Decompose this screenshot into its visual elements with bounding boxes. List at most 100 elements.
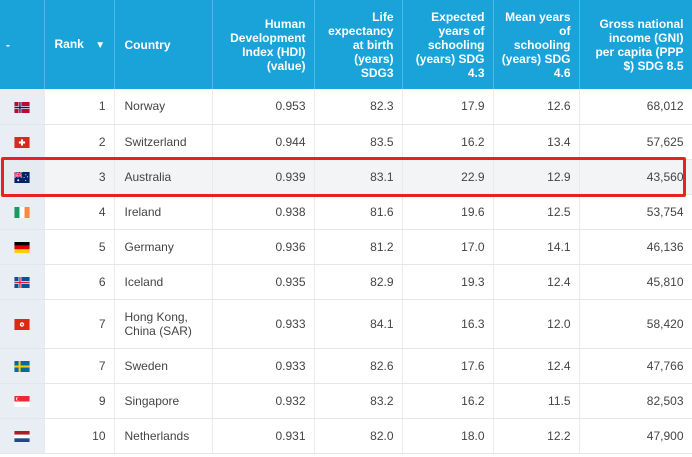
country-cell: Ireland [114, 194, 213, 230]
hdi-cell: 0.932 [212, 383, 315, 419]
hdi-cell: 0.939 [212, 159, 315, 195]
country-cell: Iceland [114, 264, 213, 300]
sort-down-icon[interactable]: ▼ [95, 39, 106, 51]
country-cell: Switzerland [114, 124, 213, 160]
expected-schooling-column-header[interactable]: Expected years of schooling (years) SDG … [402, 0, 494, 89]
ireland-flag-icon [14, 206, 30, 218]
hdi-cell: 0.933 [212, 348, 315, 384]
mean-cell: 12.4 [493, 264, 580, 300]
flag-cell [0, 229, 45, 265]
gni-header-label: $) SDG 8.5 [623, 58, 684, 73]
expected-header-label: schooling [427, 37, 485, 52]
flag-cell [0, 383, 45, 419]
country-cell: Hong Kong, China (SAR) [114, 299, 213, 349]
rank-cell: 10 [44, 418, 115, 454]
expected-cell: 17.0 [402, 229, 494, 265]
hdi-cell: 0.944 [212, 124, 315, 160]
mean-cell: 12.9 [493, 159, 580, 195]
flag-column-header[interactable]: - [0, 0, 45, 89]
table-row[interactable]: 10 Netherlands 0.931 82.0 18.0 12.2 47,9… [0, 418, 692, 454]
table-header-row: - Rank ▼ Country Human Development Index… [0, 0, 692, 89]
gni-cell: 47,900 [579, 418, 692, 454]
mean-cell: 11.5 [493, 383, 580, 419]
table-row[interactable]: 1 Norway 0.953 82.3 17.9 12.6 68,012 [0, 89, 692, 125]
mean-cell: 12.5 [493, 194, 580, 230]
mean-header-label: Mean years [505, 9, 571, 24]
life-cell: 82.9 [314, 264, 403, 300]
mean-cell: 12.4 [493, 348, 580, 384]
life-cell: 83.2 [314, 383, 403, 419]
mean-header-label: of [559, 23, 571, 38]
life-cell: 82.3 [314, 89, 403, 125]
flag-cell [0, 159, 45, 195]
hdi-cell: 0.935 [212, 264, 315, 300]
life-expectancy-column-header[interactable]: Life expectancy at birth (years) SDG3 [314, 0, 403, 89]
life-header-label: at birth [352, 37, 394, 52]
country-column-header[interactable]: Country [114, 0, 213, 89]
expected-header-label: (years) SDG [415, 51, 485, 66]
rank-cell: 4 [44, 194, 115, 230]
life-cell: 81.6 [314, 194, 403, 230]
gni-header-label: income (GNI) [608, 30, 684, 45]
gni-header-label: per capita (PPP [595, 44, 684, 59]
rank-column-header[interactable]: Rank ▼ [44, 0, 115, 89]
expected-cell: 16.2 [402, 383, 494, 419]
rank-cell: 6 [44, 264, 115, 300]
table-row[interactable]: 9 Singapore 0.932 83.2 16.2 11.5 82,503 [0, 383, 692, 419]
mean-header-label: schooling [513, 37, 571, 52]
table-row[interactable]: 6 Iceland 0.935 82.9 19.3 12.4 45,810 [0, 264, 692, 300]
flag-cell [0, 299, 45, 349]
table-row[interactable]: 4 Ireland 0.938 81.6 19.6 12.5 53,754 [0, 194, 692, 230]
hdi-cell: 0.953 [212, 89, 315, 125]
country-cell: Norway [114, 89, 213, 125]
life-cell: 82.6 [314, 348, 403, 384]
singapore-flag-icon [14, 395, 30, 407]
iceland-flag-icon [14, 276, 30, 288]
hdi-column-header[interactable]: Human Development Index (HDI) (value) [212, 0, 315, 89]
rank-cell: 1 [44, 89, 115, 125]
expected-cell: 19.6 [402, 194, 494, 230]
rank-cell: 2 [44, 124, 115, 160]
hong-kong-flag-icon [14, 318, 30, 330]
flag-cell [0, 89, 45, 125]
country-name-line: China (SAR) [124, 323, 192, 338]
flag-cell [0, 264, 45, 300]
country-cell: Sweden [114, 348, 213, 384]
country-cell: Singapore [114, 383, 213, 419]
table-row-highlighted[interactable]: 3 Australia 0.939 83.1 22.9 12.9 43,560 [0, 159, 692, 195]
country-cell: Australia [114, 159, 213, 195]
expected-cell: 16.2 [402, 124, 494, 160]
country-header-label: Country [124, 37, 171, 52]
table-row[interactable]: 7 Hong Kong, China (SAR) 0.933 84.1 16.3… [0, 299, 692, 349]
rank-header-label: Rank [54, 36, 84, 51]
expected-header-label: years of [438, 23, 485, 38]
germany-flag-icon [14, 241, 30, 253]
gni-cell: 53,754 [579, 194, 692, 230]
life-cell: 84.1 [314, 299, 403, 349]
table-row[interactable]: 7 Sweden 0.933 82.6 17.6 12.4 47,766 [0, 348, 692, 384]
flag-cell [0, 124, 45, 160]
table-row[interactable]: 5 Germany 0.936 81.2 17.0 14.1 46,136 [0, 229, 692, 265]
expected-cell: 17.6 [402, 348, 494, 384]
hdi-header-label: (value) [266, 58, 306, 73]
life-header-label: Life [372, 9, 394, 24]
life-cell: 82.0 [314, 418, 403, 454]
country-cell: Netherlands [114, 418, 213, 454]
country-name-line: Hong Kong, [124, 309, 188, 324]
rank-cell: 5 [44, 229, 115, 265]
gni-cell: 82,503 [579, 383, 692, 419]
hdi-cell: 0.933 [212, 299, 315, 349]
hdi-header-label: Human [264, 16, 306, 31]
table-row[interactable]: 2 Switzerland 0.944 83.5 16.2 13.4 57,62… [0, 124, 692, 160]
life-header-label: expectancy [328, 23, 394, 38]
hdi-cell: 0.938 [212, 194, 315, 230]
gni-column-header[interactable]: Gross national income (GNI) per capita (… [579, 0, 692, 89]
switzerland-flag-icon [14, 136, 30, 148]
mean-cell: 12.6 [493, 89, 580, 125]
expected-cell: 19.3 [402, 264, 494, 300]
hdi-header-label: Index (HDI) [242, 44, 306, 59]
life-header-label: SDG3 [360, 65, 394, 80]
mean-schooling-column-header[interactable]: Mean years of schooling (years) SDG 4.6 [493, 0, 580, 89]
mean-cell: 13.4 [493, 124, 580, 160]
